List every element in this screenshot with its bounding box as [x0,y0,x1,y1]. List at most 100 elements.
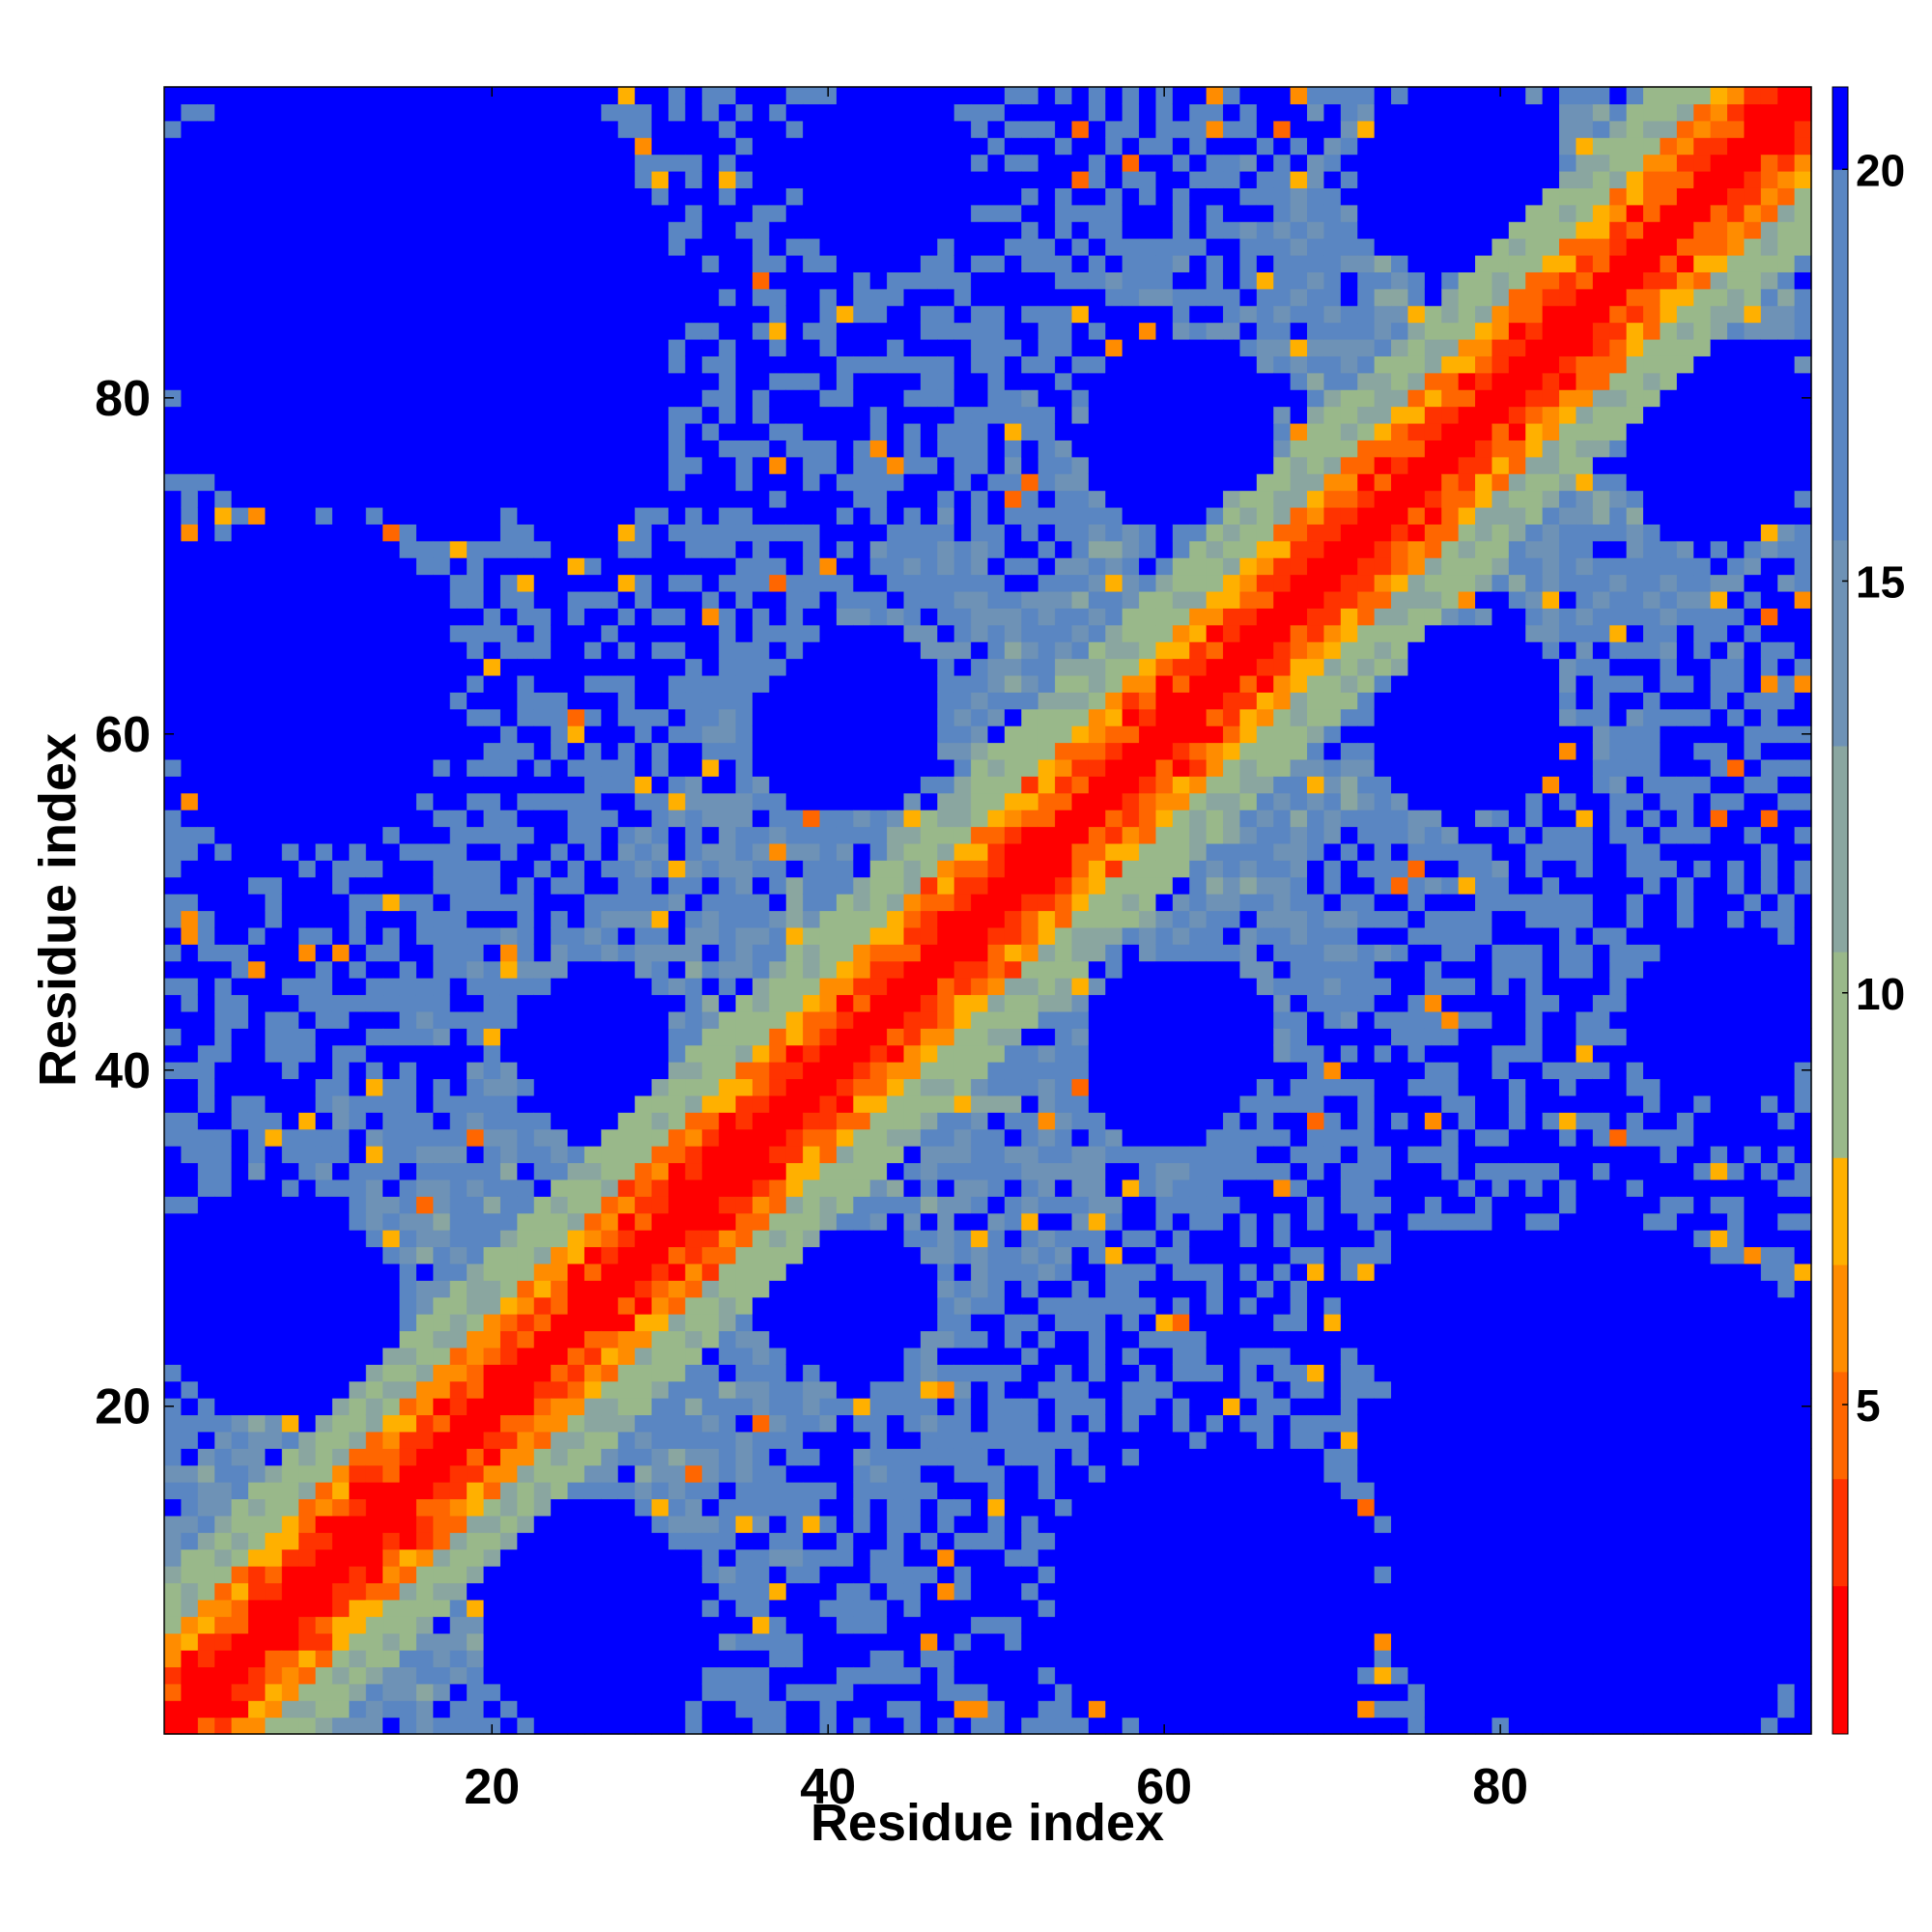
heatmap-cell [1004,506,1022,525]
heatmap-cell [701,524,720,542]
heatmap-cell [383,322,401,340]
heatmap-cell [298,926,317,945]
heatmap-cell [247,1464,266,1483]
heatmap-cell [987,641,1006,660]
heatmap-cell [987,1380,1006,1399]
heatmap-cell [383,389,401,408]
heatmap-cell [197,1380,215,1399]
heatmap-cell [668,1582,686,1601]
heatmap-cell [853,1666,871,1685]
heatmap-cell [281,1128,299,1147]
heatmap-cell [164,1431,182,1449]
heatmap-cell [701,1666,720,1685]
heatmap-cell [517,1582,535,1601]
heatmap-cell [265,826,283,844]
heatmap-cell [869,674,888,693]
heatmap-cell [769,1296,787,1315]
heatmap-cell [735,994,753,1012]
heatmap-cell [164,1246,182,1264]
heatmap-cell [719,288,737,306]
heatmap-cell [433,758,451,777]
heatmap-cell [853,288,871,306]
heatmap-cell [181,1482,199,1500]
heatmap-cell [383,574,401,592]
heatmap-cell [601,1566,619,1584]
heatmap-cell [668,490,686,508]
heatmap-cell [433,1162,451,1180]
heatmap-cell [803,1582,821,1601]
heatmap-cell [803,894,821,912]
heatmap-cell [903,860,922,878]
heatmap-cell [953,624,972,642]
heatmap-cell [483,1062,501,1080]
heatmap-cell [819,1448,838,1466]
heatmap-cell [399,305,417,324]
heatmap-cell [685,860,703,878]
heatmap-cell [349,440,367,458]
heatmap-cell [987,826,1006,844]
heatmap-cell [298,641,317,660]
heatmap-cell [247,1112,266,1130]
heatmap-cell [836,1582,854,1601]
heatmap-cell [567,389,585,408]
heatmap-cell [752,204,770,222]
heatmap-cell [836,758,854,777]
heatmap-cell [785,1230,804,1248]
heatmap-cell [903,1464,922,1483]
heatmap-cell [769,120,787,138]
heatmap-cell [433,87,451,104]
heatmap-cell [383,1094,401,1113]
heatmap-cell [567,1212,585,1231]
heatmap-cell [819,944,838,962]
heatmap-cell [399,1094,417,1113]
heatmap-cell [383,406,401,424]
heatmap-cell [803,406,821,424]
heatmap-cell [231,422,249,440]
heatmap-cell [685,1230,703,1248]
heatmap-cell [651,641,669,660]
heatmap-cell [365,641,384,660]
heatmap-cell [383,792,401,810]
heatmap-cell [315,944,333,962]
heatmap-cell [987,1448,1006,1466]
heatmap-cell [903,792,922,810]
heatmap-cell [719,338,737,356]
heatmap-cell [551,1212,569,1231]
heatmap-cell [181,1599,199,1617]
heatmap-cell [685,422,703,440]
heatmap-cell [265,658,283,676]
heatmap-cell [853,624,871,642]
heatmap-cell [685,1414,703,1433]
heatmap-cell [752,1515,770,1533]
heatmap-cell [349,1464,367,1483]
heatmap-cell [533,288,552,306]
heatmap-cell [685,1398,703,1416]
heatmap-cell [752,1582,770,1601]
heatmap-cell [483,590,501,609]
heatmap-cell [551,490,569,508]
heatmap-cell [617,1078,636,1096]
heatmap-cell [383,1431,401,1449]
heatmap-cell [685,810,703,828]
heatmap-cell [415,894,434,912]
heatmap-cell [819,876,838,895]
heatmap-cell [298,254,317,272]
heatmap-cell [315,221,333,240]
heatmap-cell [415,1296,434,1315]
heatmap-cell [668,103,686,122]
heatmap-cell [769,540,787,558]
heatmap-cell [920,860,938,878]
heatmap-cell [265,1280,283,1298]
heatmap-cell [719,1515,737,1533]
heatmap-cell [920,1212,938,1231]
heatmap-cell [298,1582,317,1601]
heatmap-cell [735,238,753,256]
heatmap-cell [735,810,753,828]
heatmap-cell [987,1179,1006,1197]
heatmap-cell [383,826,401,844]
heatmap-cell [987,792,1006,810]
heatmap-cell [685,608,703,626]
heatmap-cell [298,810,317,828]
heatmap-cell [920,590,938,609]
heatmap-cell [433,1616,451,1634]
